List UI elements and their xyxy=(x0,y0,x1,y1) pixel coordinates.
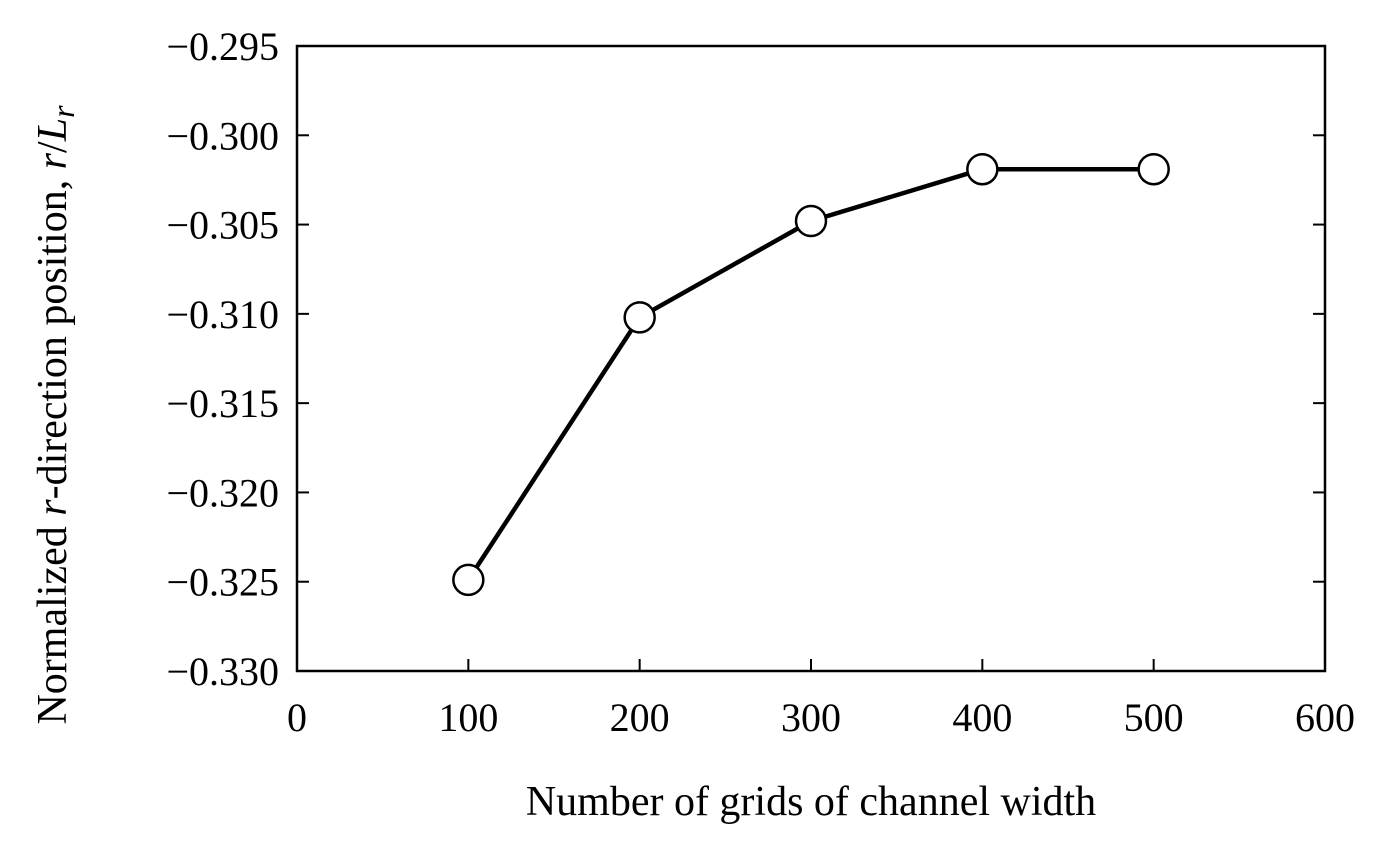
y-tick-label: −0.325 xyxy=(166,560,279,605)
data-point xyxy=(452,563,485,597)
x-tick-label: 600 xyxy=(1295,695,1355,740)
x-tick-label: 0 xyxy=(287,695,307,740)
y-axis-title-prefix: Normalized xyxy=(30,516,76,725)
y-axis-title-den: L xyxy=(30,118,76,142)
plot-frame xyxy=(295,44,1327,673)
plot-frame-layer xyxy=(295,44,1327,673)
x-tick-label: 200 xyxy=(610,695,670,740)
y-axis-title-den-sub: r xyxy=(45,105,81,118)
x-tick-label: 100 xyxy=(438,695,498,740)
tick-layer: 0 100 200 300 400 500 600 −0.295 −0.300 −0.305 −0.… xyxy=(166,24,1355,740)
y-tick-label: −0.310 xyxy=(166,292,279,337)
y-tick-label: −0.295 xyxy=(166,24,279,69)
y-axis-title-var: r xyxy=(30,499,76,516)
y-tick-label: −0.315 xyxy=(166,381,279,426)
x-tick-label: 300 xyxy=(781,695,841,740)
data-point xyxy=(623,301,656,334)
data-point xyxy=(966,152,999,186)
y-tick-label: −0.330 xyxy=(166,649,279,694)
x-tick-label: 500 xyxy=(1124,695,1184,740)
data-point xyxy=(794,204,828,238)
y-axis-title: Normalized r-direction position, r/Lr xyxy=(30,105,81,725)
data-point-layer xyxy=(452,152,1170,597)
x-tick-label: 400 xyxy=(952,695,1012,740)
y-axis-title-middle: -direction position, xyxy=(30,169,76,499)
y-tick-label: −0.320 xyxy=(166,470,279,515)
y-tick-label: −0.300 xyxy=(166,113,279,158)
x-axis-title: Number of grids of channel width xyxy=(526,779,1096,825)
y-axis-title-slash: / xyxy=(30,141,76,153)
y-axis-title-num: r xyxy=(30,152,76,169)
y-tick-label: −0.305 xyxy=(166,203,279,248)
data-point xyxy=(1137,152,1170,186)
